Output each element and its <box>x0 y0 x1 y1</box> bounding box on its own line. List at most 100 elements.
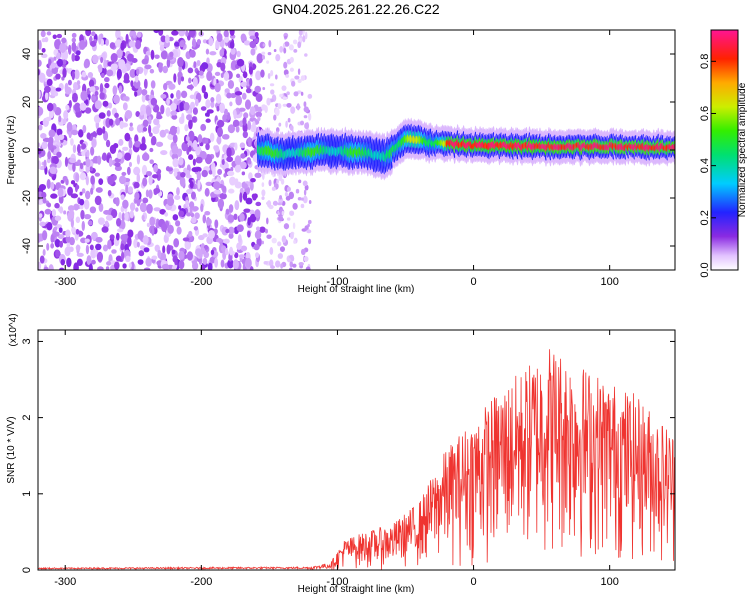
noise-blob <box>54 202 60 209</box>
noise-blob <box>134 75 139 83</box>
noise-blob <box>242 191 248 201</box>
noise-blob <box>81 188 86 194</box>
noise-blob <box>124 152 132 161</box>
noise-blob <box>149 147 154 153</box>
noise-blob <box>189 94 195 99</box>
noise-blob <box>39 255 45 264</box>
noise-blob <box>283 61 288 69</box>
noise-blob <box>194 212 200 220</box>
noise-blob <box>178 260 185 270</box>
noise-blob <box>272 200 278 206</box>
snr-plot-area <box>38 349 675 570</box>
noise-blob <box>200 106 207 111</box>
colorbar-gradient <box>710 29 739 271</box>
noise-blob <box>67 186 73 196</box>
noise-blob <box>116 48 123 59</box>
noise-blob <box>90 132 98 137</box>
noise-blob <box>141 58 149 65</box>
noise-blob <box>234 164 242 173</box>
noise-blob <box>167 133 175 141</box>
noise-blob <box>97 266 104 270</box>
noise-blob <box>69 157 77 164</box>
noise-blob <box>214 83 221 93</box>
noise-blob <box>128 139 133 149</box>
noise-blob <box>180 172 186 178</box>
noise-blob <box>176 187 180 196</box>
noise-blob <box>205 118 211 123</box>
noise-blob <box>80 209 85 220</box>
noise-blob <box>86 149 90 158</box>
noise-blob <box>300 203 305 209</box>
noise-blob <box>178 210 185 217</box>
noise-blob <box>55 182 60 191</box>
noise-blob <box>297 41 302 49</box>
noise-blob <box>302 195 308 204</box>
noise-blob <box>109 234 115 240</box>
noise-blob <box>213 77 217 87</box>
noise-blob <box>75 228 80 235</box>
noise-blob <box>148 116 152 125</box>
noise-blob <box>172 49 179 59</box>
noise-blob <box>240 153 246 159</box>
noise-blob <box>94 195 102 206</box>
noise-blob <box>82 124 87 134</box>
noise-blob <box>171 145 179 155</box>
noise-blob <box>239 212 245 222</box>
noise-blob <box>179 176 186 187</box>
noise-blob <box>303 101 307 108</box>
noise-blob <box>181 112 185 123</box>
noise-blob <box>83 199 90 210</box>
noise-blob <box>266 200 272 208</box>
noise-blob <box>176 226 182 235</box>
noise-blob <box>92 54 99 64</box>
noise-blob <box>278 215 284 222</box>
noise-blob <box>197 134 203 144</box>
noise-blob <box>51 209 57 217</box>
noise-blob <box>205 218 212 226</box>
noise-blob <box>225 208 230 215</box>
noise-blob <box>279 246 286 253</box>
noise-blob <box>269 247 274 255</box>
noise-blob <box>235 95 243 106</box>
noise-blob <box>268 40 272 48</box>
noise-blob <box>46 78 53 87</box>
x-tick-label: 100 <box>600 576 618 588</box>
noise-blob <box>206 57 210 65</box>
noise-blob <box>108 157 113 168</box>
noise-blob <box>85 157 91 168</box>
noise-blob <box>84 238 90 243</box>
noise-blob <box>160 35 166 43</box>
noise-blob <box>142 119 149 127</box>
noise-blob <box>85 30 92 37</box>
noise-blob <box>105 214 113 221</box>
noise-blob <box>193 61 197 69</box>
noise-blob <box>50 234 54 243</box>
noise-blob <box>249 106 256 116</box>
noise-blob <box>283 47 287 54</box>
noise-blob <box>250 48 256 56</box>
noise-blob <box>38 147 42 155</box>
noise-blob <box>225 228 230 234</box>
spectrogram-xlabel: Height of straight line (km) <box>298 284 415 295</box>
noise-blob <box>159 44 165 52</box>
noise-blob <box>107 189 112 197</box>
noise-blob <box>257 95 263 102</box>
noise-blob <box>228 232 234 239</box>
noise-blob <box>277 202 283 206</box>
noise-blob <box>194 98 199 107</box>
noise-blob <box>153 187 161 194</box>
noise-blob <box>107 175 115 185</box>
noise-blob <box>166 167 174 172</box>
noise-blob <box>129 122 133 127</box>
noise-blob <box>283 69 289 76</box>
noise-blob <box>116 68 122 79</box>
noise-blob <box>189 181 194 189</box>
noise-blob <box>71 37 77 43</box>
noise-blob <box>297 196 302 201</box>
noise-blob <box>46 102 54 112</box>
noise-blob <box>195 156 203 164</box>
noise-blob <box>129 210 135 219</box>
colorbar: 0.0 0.2 0.4 0.6 0.8 Normalized spectral ampl… <box>699 29 748 278</box>
noise-blob <box>63 110 69 120</box>
noise-blob <box>203 244 209 250</box>
